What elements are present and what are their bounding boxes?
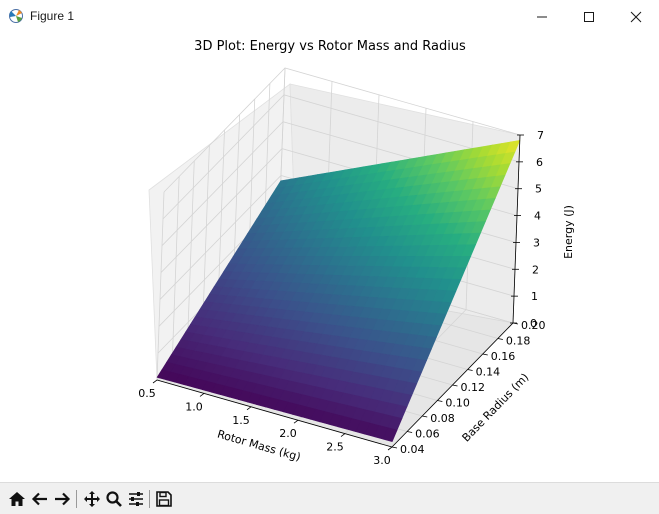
y-tick-label: 0.04	[400, 443, 425, 456]
y-tick-mark	[437, 400, 443, 402]
save-icon	[156, 491, 172, 507]
z-tick-label: 7	[537, 129, 544, 142]
close-button[interactable]	[613, 0, 659, 33]
pan-button[interactable]	[81, 488, 103, 510]
y-tick-mark	[422, 415, 428, 418]
z-tick-label: 0	[530, 317, 537, 330]
pan-icon	[84, 491, 100, 507]
zoom-icon	[106, 491, 122, 507]
x-tick-mark	[246, 406, 252, 411]
grid-line	[156, 191, 165, 381]
y-tick-label: 0.14	[476, 366, 501, 379]
y-tick-mark	[452, 384, 458, 387]
y-tick-mark	[467, 369, 473, 371]
surface-cell	[382, 427, 398, 442]
navigation-toolbar	[0, 482, 659, 514]
y-tick-label: 0.16	[491, 350, 516, 363]
z-axis-ticks: 0 1 2 3 4 5 6 7	[510, 129, 544, 330]
x-tick-mark	[152, 379, 158, 384]
z-tick-label: 5	[535, 183, 542, 196]
save-button[interactable]	[153, 488, 175, 510]
z-tick-label: 1	[531, 290, 538, 303]
grid-line	[186, 160, 195, 350]
back-icon	[31, 492, 47, 506]
surface-plot[interactable]: 3D Plot: Energy vs Rotor Mass and Radius	[0, 33, 659, 482]
x-tick-mark	[293, 419, 299, 424]
y-tick-label: 0.12	[461, 381, 486, 394]
toolbar-separator	[149, 490, 150, 508]
y-tick-label: 0.06	[415, 428, 440, 441]
x-tick-label: 2.0	[279, 427, 297, 440]
x-tick-label: 3.0	[373, 454, 391, 467]
home-icon	[9, 492, 25, 506]
close-icon	[630, 11, 642, 22]
energy-surface	[156, 139, 521, 442]
x-tick-mark	[340, 433, 346, 437]
y-tick-mark	[391, 446, 398, 449]
grid-line	[162, 94, 520, 220]
maximize-icon	[584, 11, 594, 22]
maximize-button[interactable]	[566, 0, 612, 33]
y-axis-ticks: 0.04 0.06 0.08 0.10 0.12 0.14 0.16 0.18 0.20	[391, 319, 546, 456]
y-tick-mark	[497, 338, 503, 340]
forward-icon	[55, 492, 71, 506]
y-tick-label: 0.08	[430, 412, 455, 425]
grid-line	[201, 145, 210, 334]
x-tick-mark	[199, 393, 205, 397]
z-tick-label: 6	[536, 156, 543, 169]
x-tick-label: 1.5	[232, 414, 250, 427]
configure-subplots-button[interactable]	[125, 488, 147, 510]
chart-title: 3D Plot: Energy vs Rotor Mass and Radius	[194, 39, 466, 54]
x-tick-label: 1.0	[185, 400, 203, 413]
z-tick-label: 3	[533, 236, 540, 249]
z-tick-label: 4	[534, 210, 541, 223]
x-axis-ticks: 0.5 1.0 1.5 2.0 2.5 3.0	[138, 379, 393, 467]
toolbar-separator	[76, 490, 77, 508]
x-tick-mark	[387, 446, 393, 451]
forward-button[interactable]	[51, 488, 73, 510]
figure-canvas[interactable]: 3D Plot: Energy vs Rotor Mass and Radius	[0, 33, 659, 482]
grid-line	[171, 176, 180, 365]
y-tick-label: 0.20	[521, 319, 546, 332]
minimize-icon	[537, 16, 547, 17]
home-button[interactable]	[6, 488, 28, 510]
window-titlebar: Figure 1	[0, 0, 659, 34]
y-tick-mark	[482, 353, 488, 356]
grid-line	[163, 67, 521, 193]
y-tick-label: 0.18	[506, 335, 531, 348]
matplotlib-app-icon	[9, 9, 23, 23]
x-tick-label: 0.5	[138, 387, 156, 400]
x-tick-label: 2.5	[326, 441, 344, 454]
window-title: Figure 1	[30, 9, 75, 23]
minimize-button[interactable]	[519, 0, 565, 33]
configure-subplots-icon	[129, 492, 143, 506]
y-tick-label: 0.10	[445, 397, 470, 410]
z-tick-label: 2	[532, 263, 539, 276]
back-button[interactable]	[29, 488, 51, 510]
zoom-button[interactable]	[103, 488, 125, 510]
x-axis-line	[156, 379, 393, 448]
z-axis-label: Energy (J)	[562, 205, 575, 259]
y-tick-mark	[407, 431, 413, 433]
z-axis-line	[512, 134, 521, 324]
